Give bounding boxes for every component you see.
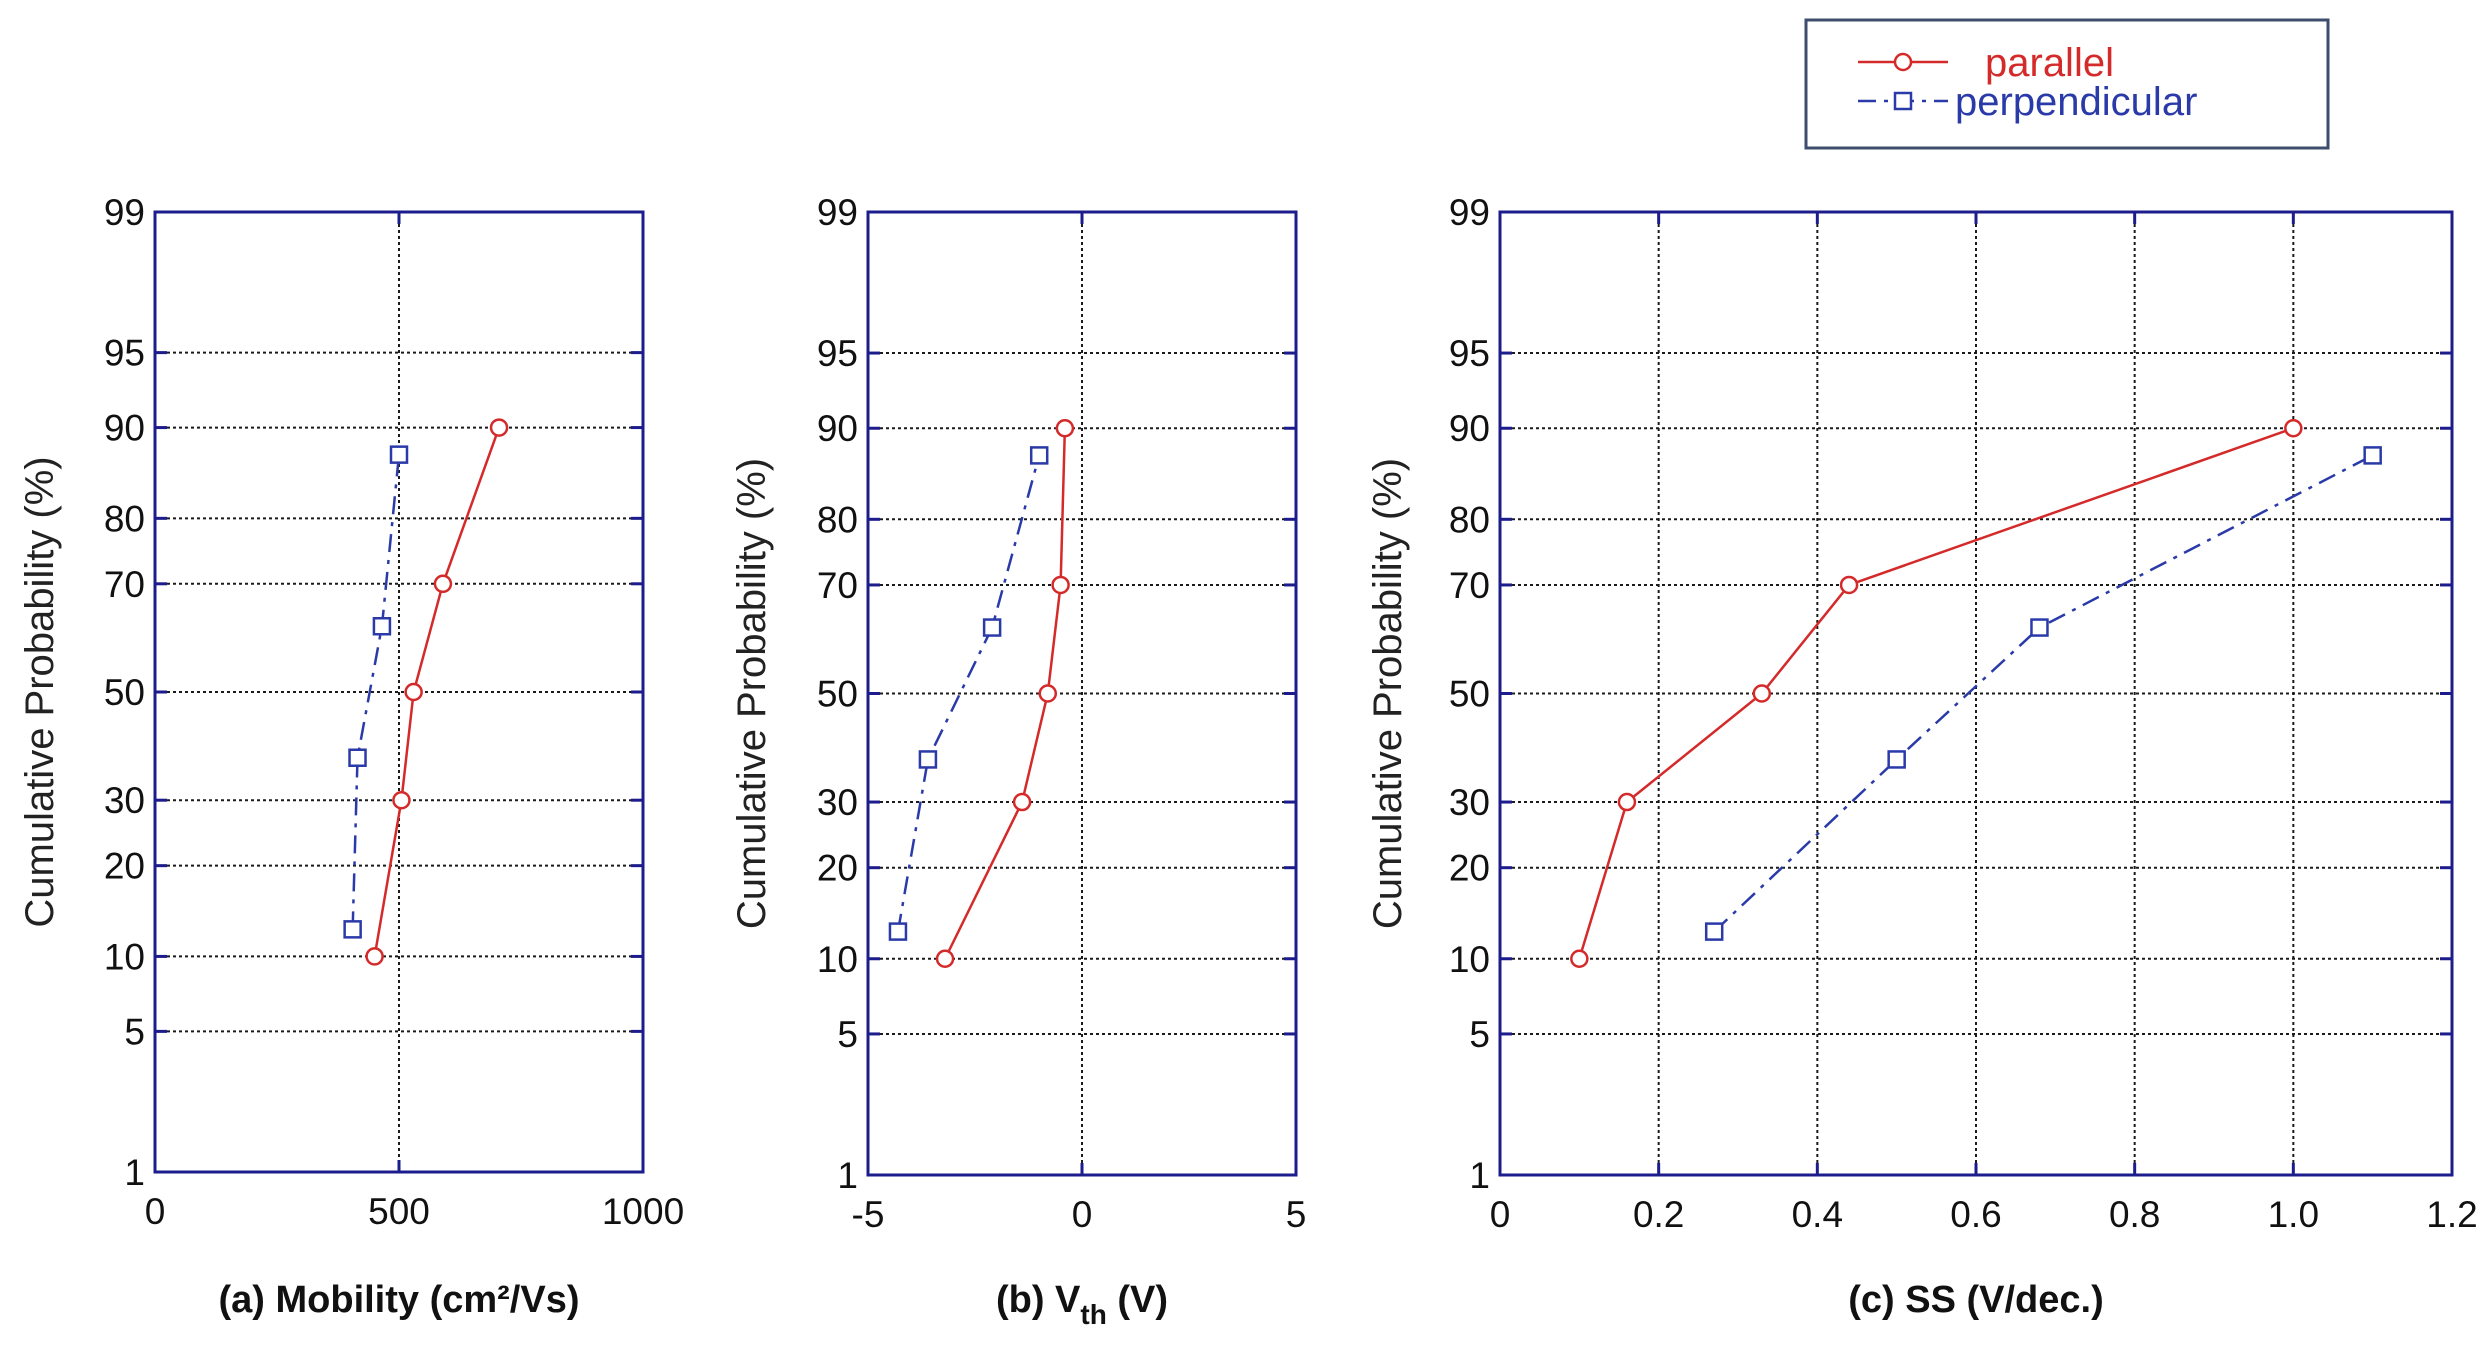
y-tick-label: 10 bbox=[1449, 939, 1490, 980]
y-tick-label: 95 bbox=[817, 333, 858, 374]
x-tick-label: 0.8 bbox=[2109, 1194, 2160, 1235]
data-point-parallel bbox=[1051, 575, 1070, 595]
y-tick-label: 30 bbox=[1449, 782, 1490, 823]
data-point-parallel bbox=[404, 682, 423, 702]
data-point-parallel bbox=[392, 790, 411, 810]
data-point-perpendicular bbox=[1887, 750, 1906, 769]
data-point-perpendicular bbox=[372, 617, 392, 636]
y-tick-label: 99 bbox=[1449, 192, 1490, 233]
chart-panel-b: 1 5 10 20 30 50 70 80 90 95 99 -5 0 5 Cumulative Proba… bbox=[730, 192, 1306, 1330]
data-point-parallel bbox=[1839, 575, 1859, 595]
data-point-perpendicular bbox=[389, 445, 409, 464]
y-tick-label: 1 bbox=[837, 1155, 858, 1196]
x-axis-title: (a) Mobility (cm²/Vs) bbox=[218, 1279, 579, 1321]
y-tick-label: 30 bbox=[104, 780, 145, 821]
y-tick-label: 20 bbox=[104, 846, 145, 887]
y-tick-label: 90 bbox=[104, 408, 145, 449]
y-tick-label: 95 bbox=[104, 333, 145, 374]
data-point-parallel bbox=[489, 418, 509, 437]
series-line-perpendicular bbox=[1713, 454, 2374, 933]
x-tick-label: 0.6 bbox=[1950, 1194, 2001, 1235]
y-tick-label: 95 bbox=[1449, 333, 1490, 374]
x-tick-label: -5 bbox=[852, 1194, 885, 1235]
data-point-parallel bbox=[433, 574, 453, 594]
y-tick-label: 70 bbox=[1449, 565, 1490, 606]
data-point-parallel bbox=[935, 949, 955, 969]
x-tick-label: 1000 bbox=[602, 1191, 684, 1232]
y-tick-label: 90 bbox=[817, 408, 858, 449]
y-axis-title: Cumulative Probability (%) bbox=[1366, 458, 1410, 929]
x-tick-label: 0 bbox=[145, 1191, 166, 1232]
data-point-parallel bbox=[1038, 684, 1058, 703]
legend-label-perpendicular: perpendicular bbox=[1955, 80, 2197, 124]
data-point-perpendicular bbox=[1704, 922, 1724, 941]
x-tick-label: 0.2 bbox=[1633, 1194, 1684, 1235]
data-point-perpendicular bbox=[343, 920, 362, 939]
y-tick-label: 10 bbox=[817, 939, 858, 980]
data-point-parallel bbox=[1752, 684, 1772, 703]
y-tick-label: 1 bbox=[124, 1152, 145, 1193]
chart-panel-a: 1 5 10 20 30 50 70 80 90 95 99 0 500 1000 Cumulative P… bbox=[18, 192, 684, 1321]
y-axis-title: Cumulative Probability (%) bbox=[730, 458, 774, 929]
x-tick-label: 0 bbox=[1490, 1194, 1511, 1235]
legend-marker-perpendicular bbox=[1893, 91, 1913, 111]
x-tick-label: 0.4 bbox=[1792, 1194, 1843, 1235]
x-tick-label: 1.0 bbox=[2268, 1194, 2319, 1235]
y-tick-label: 10 bbox=[104, 936, 145, 977]
y-axis-title: Cumulative Probability (%) bbox=[18, 456, 62, 927]
series-line-perpendicular bbox=[351, 454, 401, 930]
data-point-perpendicular bbox=[2030, 618, 2049, 637]
y-tick-label: 50 bbox=[104, 672, 145, 713]
y-tick-label: 70 bbox=[104, 564, 145, 605]
data-point-parallel bbox=[2284, 418, 2303, 438]
y-tick-label: 5 bbox=[1469, 1014, 1490, 1055]
data-point-parallel bbox=[1570, 949, 1589, 969]
y-tick-label: 70 bbox=[817, 565, 858, 606]
x-axis-title-subscript: th bbox=[1080, 1299, 1106, 1330]
data-point-perpendicular bbox=[2363, 446, 2382, 465]
y-tick-label: 50 bbox=[1449, 674, 1490, 715]
legend-label-parallel: parallel bbox=[1985, 41, 2114, 85]
chart-panel-c: 1 5 10 20 30 50 70 80 90 95 99 0 0.2 0.4 0.6 0.8 1.0 1.2 C… bbox=[1366, 192, 2478, 1321]
y-tick-label: 90 bbox=[1449, 408, 1490, 449]
x-tick-label: 1.2 bbox=[2426, 1194, 2477, 1235]
x-tick-label: 5 bbox=[1286, 1194, 1307, 1235]
y-tick-label: 80 bbox=[1449, 499, 1490, 540]
y-tick-label: 20 bbox=[817, 848, 858, 889]
y-tick-label: 30 bbox=[817, 782, 858, 823]
x-axis-title: (b) Vth (V) bbox=[996, 1279, 1168, 1330]
y-tick-label: 80 bbox=[817, 499, 858, 540]
data-point-parallel bbox=[365, 947, 384, 966]
legend-frame bbox=[1804, 18, 2330, 150]
legend-marker-parallel bbox=[1893, 52, 1913, 72]
data-point-parallel bbox=[1617, 792, 1637, 812]
x-axis-title: (c) SS (V/dec.) bbox=[1848, 1279, 2104, 1321]
data-point-perpendicular bbox=[348, 748, 367, 767]
y-tick-label: 50 bbox=[817, 674, 858, 715]
y-tick-label: 99 bbox=[817, 192, 858, 233]
x-tick-label: 0 bbox=[1072, 1194, 1093, 1235]
y-tick-label: 80 bbox=[104, 498, 145, 539]
x-tick-label: 500 bbox=[368, 1191, 430, 1232]
x-axis-title-suffix: (V) bbox=[1107, 1279, 1168, 1321]
y-tick-label: 99 bbox=[104, 192, 145, 233]
y-tick-label: 20 bbox=[1449, 848, 1490, 889]
y-tick-label: 5 bbox=[124, 1011, 145, 1052]
y-tick-label: 5 bbox=[837, 1014, 858, 1055]
data-point-perpendicular bbox=[918, 750, 938, 769]
data-point-perpendicular bbox=[982, 618, 1002, 637]
y-tick-label: 1 bbox=[1469, 1155, 1490, 1196]
data-point-parallel bbox=[1012, 792, 1032, 812]
data-point-perpendicular bbox=[888, 922, 908, 941]
x-axis-title-main: (b) V bbox=[996, 1279, 1081, 1321]
series-line-perpendicular bbox=[896, 455, 1041, 932]
data-point-perpendicular bbox=[1029, 446, 1049, 465]
data-point-parallel bbox=[1055, 418, 1075, 438]
